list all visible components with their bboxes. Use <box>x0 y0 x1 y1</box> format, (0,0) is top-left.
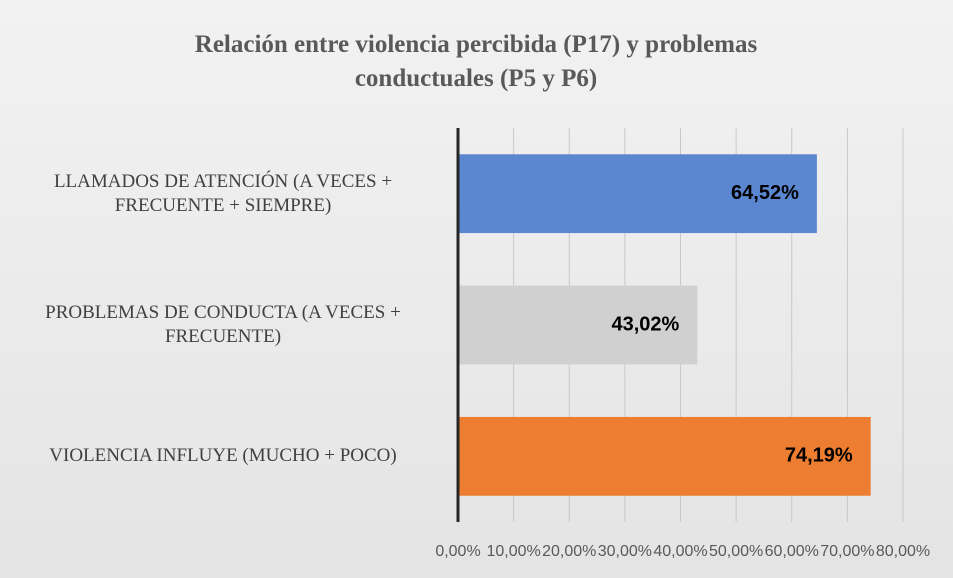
bar <box>458 416 871 496</box>
value-label: 74,19% <box>785 445 853 467</box>
x-tick-label: 70,00% <box>820 543 874 560</box>
x-tick-label: 40,00% <box>653 543 707 560</box>
y-tick-label: VIOLENCIA INFLUYE (MUCHO + POCO) <box>49 445 397 467</box>
bar <box>458 154 817 234</box>
value-label: 43,02% <box>611 313 679 335</box>
y-tick-label: LLAMADOS DE ATENCIÓN (A VECES + FRECUENT… <box>53 170 393 216</box>
y-tick-label: PROBLEMAS DE CONDUCTA (A VECES + FRECUEN… <box>45 302 401 347</box>
x-tick-label: 10,00% <box>486 543 540 560</box>
value-label: 64,52% <box>731 182 799 204</box>
x-tick-label: 60,00% <box>765 543 819 560</box>
chart-title: Relación entre violencia percibida (P17)… <box>194 31 758 92</box>
bar <box>458 285 698 365</box>
x-tick-label: 0,00% <box>435 543 480 560</box>
x-tick-label: 20,00% <box>542 543 596 560</box>
x-tick-label: 50,00% <box>709 543 763 560</box>
x-tick-label: 80,00% <box>876 543 930 560</box>
x-tick-label: 30,00% <box>598 543 652 560</box>
